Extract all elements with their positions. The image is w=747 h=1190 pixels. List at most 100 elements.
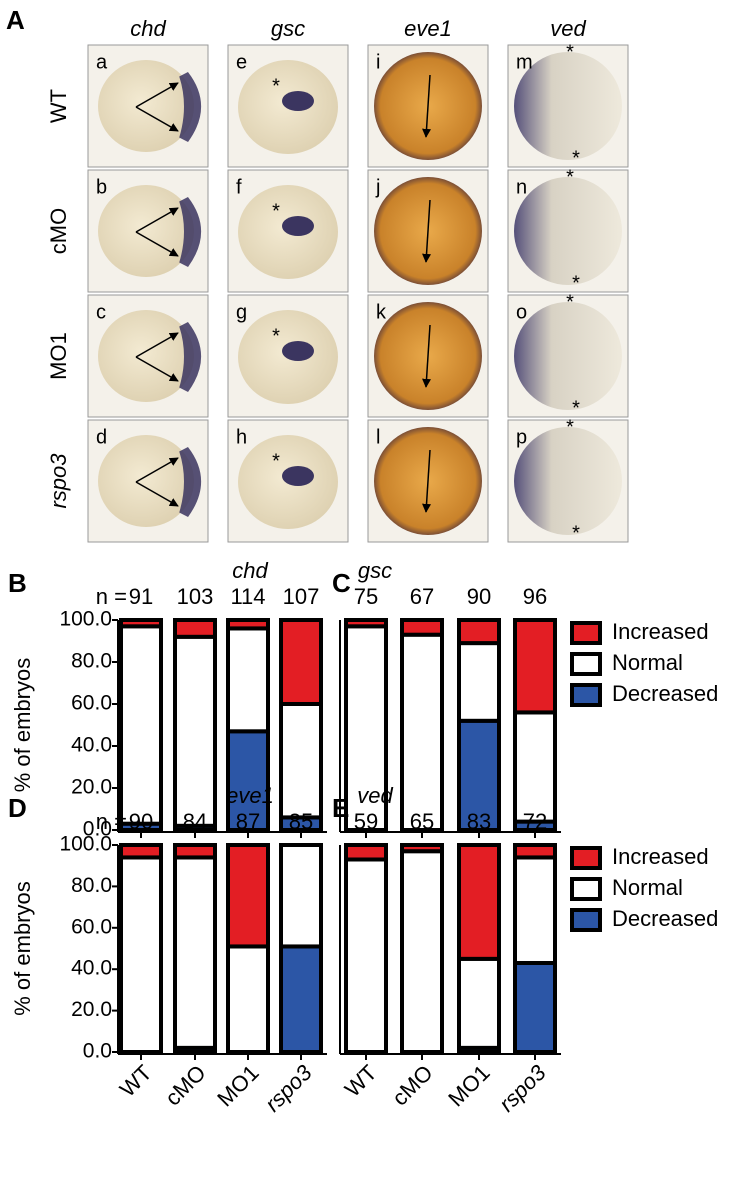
stain — [179, 446, 201, 517]
stain — [179, 71, 201, 142]
legend-label: Increased — [612, 844, 709, 869]
arrow — [422, 199, 432, 263]
embryo-image: * * m — [507, 41, 629, 169]
panel-letter: j — [375, 176, 380, 198]
bar-segment — [226, 944, 270, 1054]
bar-segment — [226, 729, 270, 832]
y-tick-label: 0.0 — [83, 1040, 112, 1063]
n-label: n = — [96, 809, 127, 834]
y-tick-label: 40.0 — [71, 734, 112, 757]
x-tick-label: rspo3 — [260, 1059, 317, 1116]
bar-segment — [344, 618, 388, 629]
panel-letter: a — [96, 51, 108, 73]
stain — [282, 216, 314, 236]
asterisk: * — [572, 397, 580, 419]
panel-label: C — [332, 568, 351, 598]
embryo — [98, 310, 194, 402]
x-tick-label: WT — [115, 1060, 157, 1102]
bar-segment — [457, 641, 501, 723]
embryo-image: *f — [227, 169, 349, 293]
n-value: 75 — [354, 584, 378, 609]
panel-letter: l — [376, 426, 380, 448]
embryo-image: *h — [227, 419, 349, 543]
arrow — [422, 74, 432, 138]
embryo-image: * * p — [507, 416, 629, 544]
chart-title: chd — [232, 558, 268, 583]
legend-label: Normal — [612, 650, 683, 675]
asterisk: * — [566, 41, 574, 63]
embryo-image: *g — [227, 294, 349, 418]
n-value: 96 — [523, 584, 547, 609]
n-value: 103 — [177, 584, 214, 609]
bar-segment — [119, 624, 163, 826]
row-label: WT — [46, 89, 71, 123]
y-axis-label: % of embryos — [10, 658, 35, 793]
panel-letter: c — [96, 301, 106, 323]
chart-title: ved — [357, 783, 393, 808]
embryo-image: b — [87, 169, 209, 293]
bar-segment — [173, 855, 217, 1050]
column-header: ved — [550, 16, 586, 41]
bar-segment — [457, 956, 501, 1050]
bar-segment — [279, 702, 323, 820]
n-value: 91 — [129, 584, 153, 609]
x-tick-label: cMO — [387, 1060, 438, 1111]
x-tick-label: rspo3 — [494, 1059, 551, 1116]
embryo-image: c — [87, 294, 209, 418]
panel-label: E — [332, 793, 349, 823]
y-tick-label: 60.0 — [71, 692, 112, 715]
panel-letter: h — [236, 426, 247, 448]
embryo — [514, 427, 622, 535]
legend-label: Increased — [612, 619, 709, 644]
legend-swatch — [570, 621, 602, 645]
embryo — [98, 60, 194, 152]
n-value: 87 — [236, 809, 260, 834]
panel-letter: k — [376, 301, 387, 323]
panel-letter: i — [376, 51, 380, 73]
bar-segment — [119, 618, 163, 629]
legend-swatch — [570, 652, 602, 676]
n-value: 84 — [183, 809, 207, 834]
x-tick-label: MO1 — [443, 1060, 494, 1111]
panel-letter: m — [516, 51, 533, 73]
asterisk: * — [572, 522, 580, 544]
asterisk: * — [566, 416, 574, 438]
y-tick-label: 20.0 — [71, 998, 112, 1021]
bar-segment — [173, 634, 217, 828]
n-value: 67 — [410, 584, 434, 609]
panel-letter: n — [516, 176, 527, 198]
n-value: 65 — [410, 809, 434, 834]
n-value: 107 — [283, 584, 320, 609]
bar-segment — [513, 960, 557, 1054]
x-tick-label: WT — [340, 1060, 382, 1102]
asterisk: * — [566, 291, 574, 313]
legend-swatch — [570, 683, 602, 707]
asterisk: * — [566, 166, 574, 188]
bar-segment — [279, 843, 323, 949]
legend-swatch — [570, 908, 602, 932]
legend-label: Decreased — [612, 681, 718, 706]
embryo-image: *e — [227, 44, 349, 168]
bar-segment — [457, 718, 501, 832]
embryo-image: i — [367, 44, 489, 168]
y-tick-label: 80.0 — [71, 650, 112, 673]
panel-letter: f — [236, 176, 242, 198]
arrow — [135, 106, 179, 132]
row-label: cMO — [46, 208, 71, 254]
panel-label: D — [8, 793, 27, 823]
bar-segment — [119, 855, 163, 1054]
embryo — [514, 52, 622, 160]
embryo-image: * * o — [507, 291, 629, 419]
n-value: 59 — [354, 809, 378, 834]
n-value: 72 — [523, 809, 547, 834]
arrow — [135, 231, 179, 257]
y-tick-label: 100.0 — [59, 833, 112, 856]
y-tick-label: 0.0 — [83, 818, 112, 841]
row-label: rspo3 — [46, 453, 71, 509]
asterisk: * — [572, 147, 580, 169]
arrow — [135, 332, 179, 358]
legend-label: Normal — [612, 875, 683, 900]
panel-label: B — [8, 568, 27, 598]
